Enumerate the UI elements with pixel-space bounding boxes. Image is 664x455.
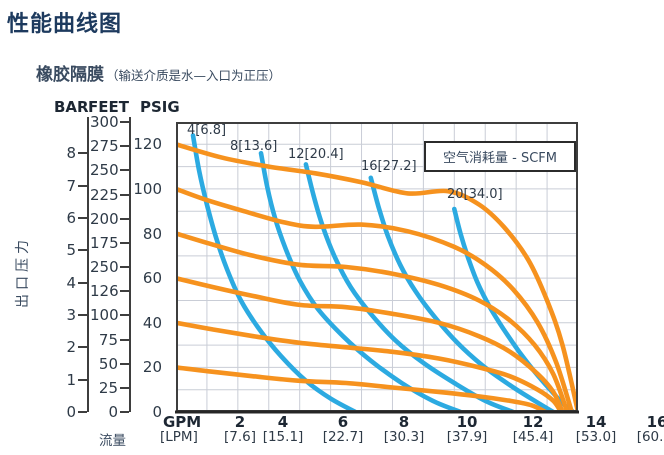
pressure-curve	[176, 186, 575, 412]
scfm-curve-label: 16[27.2]	[361, 159, 417, 174]
scfm-curve-label: 4[6.8]	[187, 123, 227, 138]
feet-tick-label-dash	[120, 121, 129, 123]
psig-tick-label: 100	[133, 179, 162, 198]
bar-tick-label-dash	[78, 281, 87, 284]
pressure-curve	[176, 231, 570, 412]
air-consumption-curve	[303, 162, 516, 412]
feet-tick-label-dash	[120, 241, 129, 244]
feet-tick-label: 75	[98, 330, 118, 349]
gpm-tick-label: 2	[234, 413, 246, 431]
feet-tick-label: 50	[98, 354, 118, 373]
scfm-curve-label: 8[13.6]	[230, 139, 278, 154]
bar-tick-label: 6	[66, 208, 76, 227]
feet-tick-label: 275	[90, 137, 119, 156]
feet-tick-label-dash	[120, 362, 129, 365]
feet-tick-label-dash	[120, 338, 129, 341]
feet-tick-label: 225	[90, 185, 119, 204]
psig-tick-label: 120	[133, 135, 162, 154]
bar-tick-label-dash	[78, 184, 87, 187]
feet-tick-label-dash	[120, 193, 129, 196]
feet-tick-label: 200	[90, 209, 119, 228]
feet-tick-label: 100	[90, 306, 119, 325]
bar-axis-rail	[87, 117, 89, 412]
bar-tick-label: 5	[66, 241, 76, 260]
bar-tick-label: 4	[66, 273, 76, 292]
gpm-tick-label: 14	[585, 413, 607, 431]
psig-tick-label: 0	[152, 403, 162, 421]
bar-tick-label-dash	[78, 411, 87, 413]
psig-tick-label: 80	[142, 224, 162, 243]
bar-tick-label: 8	[66, 144, 76, 163]
scfm-curve-label: 12[20.4]	[288, 147, 344, 162]
psig-axis-header: PSIG	[140, 98, 180, 116]
gpm-tick-label: 10	[456, 413, 478, 431]
lpm-tick-label: [37.9]	[446, 429, 488, 445]
medium-note-label: （输送介质是水—入口为正压）	[106, 68, 282, 83]
bar-tick-label: 7	[66, 176, 76, 195]
bar-tick-label-dash	[78, 346, 87, 349]
gpm-axis-header: GPM	[163, 413, 202, 431]
feet-axis-header: FEET	[88, 98, 129, 116]
feet-tick-label: 250	[90, 161, 119, 180]
feet-tick-label: 300	[90, 113, 119, 131]
feet-axis-rail	[129, 117, 131, 412]
gpm-tick-label: 8	[398, 413, 410, 431]
air-consumption-curve	[190, 133, 358, 412]
pressure-curve	[176, 365, 548, 412]
feet-tick-label-dash	[120, 314, 129, 317]
lpm-tick-label: [53.0]	[575, 429, 617, 445]
page-title: 性能曲线图	[7, 12, 123, 37]
lpm-tick-label: [45.4]	[512, 429, 554, 445]
scfm-curve-label: 20[34.0]	[447, 187, 503, 202]
gpm-tick-label: 16	[646, 413, 664, 431]
lpm-tick-label: [7.6]	[223, 429, 256, 445]
bar-tick-label: 1	[66, 370, 76, 389]
gpm-tick-label: 4	[277, 413, 289, 431]
lpm-axis-header: [LPM]	[160, 429, 198, 445]
lpm-tick-label: [60.6]	[636, 429, 664, 445]
pressure-curve	[176, 320, 564, 412]
feet-tick-label: 175	[90, 233, 119, 252]
gpm-tick-label: 6	[337, 413, 349, 431]
diaphragm-type-label: 橡胶隔膜	[36, 65, 104, 85]
feet-tick-label-dash	[120, 217, 129, 220]
feet-tick-label-dash	[120, 386, 129, 389]
feet-tick-label-dash	[120, 290, 129, 293]
bar-tick-label-dash	[78, 152, 87, 155]
bar-tick-label-dash	[78, 313, 87, 316]
legend-label: 空气消耗量 - SCFM	[443, 151, 557, 166]
feet-tick-label: 25	[98, 378, 118, 397]
feet-tick-label-dash	[120, 169, 129, 172]
legend-box: 空气消耗量 - SCFM	[424, 141, 576, 172]
bar-axis-header: BAR	[54, 98, 89, 116]
feet-tick-label: 250	[90, 258, 119, 276]
gpm-tick-label: 12	[522, 413, 544, 431]
pressure-curve	[176, 275, 565, 412]
bar-tick-label-dash	[78, 378, 87, 381]
bar-tick-label: 0	[66, 403, 76, 421]
feet-tick-label-dash	[120, 411, 129, 413]
feet-tick-label-dash	[120, 145, 129, 148]
bar-tick-label: 3	[66, 305, 76, 324]
chart-subtitle: 橡胶隔膜 （输送介质是水—入口为正压）	[36, 60, 281, 85]
flow-rate-label: 流量	[99, 433, 126, 449]
feet-tick-label: 126	[90, 282, 119, 301]
feet-tick-label: 0	[108, 403, 118, 421]
bar-tick-label: 2	[66, 338, 76, 357]
bar-tick-label-dash	[78, 249, 87, 252]
lpm-tick-label: [30.3]	[383, 429, 425, 445]
psig-tick-label: 40	[142, 313, 162, 332]
psig-tick-label: 60	[142, 269, 162, 288]
pressure-curve	[176, 142, 578, 412]
bar-tick-label-dash	[78, 216, 87, 219]
feet-tick-label-dash	[120, 266, 129, 268]
lpm-tick-label: [22.7]	[322, 429, 364, 445]
psig-tick-label: 20	[142, 358, 162, 377]
lpm-tick-label: [15.1]	[262, 429, 304, 445]
